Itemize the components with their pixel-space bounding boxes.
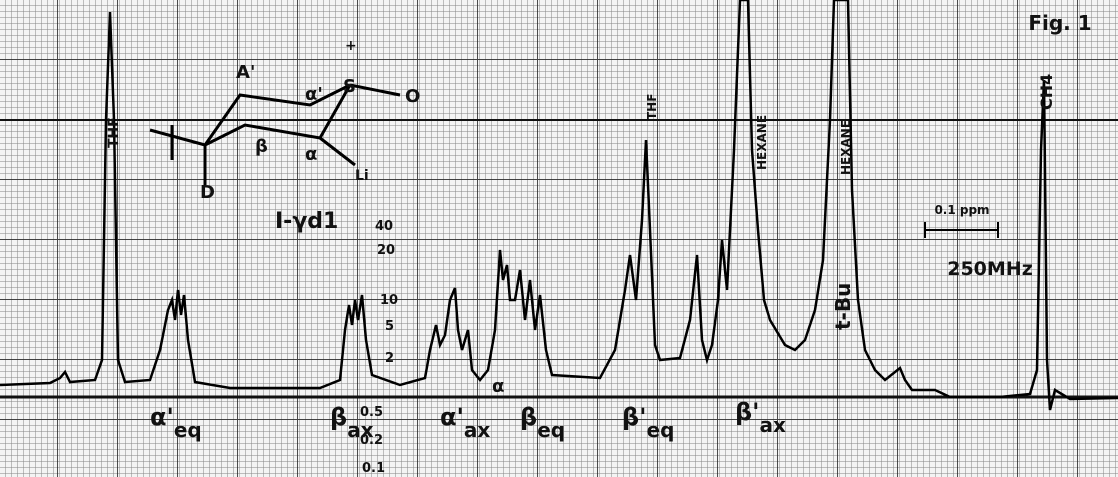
gain-value: 0.1 [362,461,385,476]
atom-label: α [305,144,317,165]
peak-label: HEXANE [839,120,853,175]
scale-bar-label: 0.1 ppm [934,203,989,217]
compound-label: I-γd1 [275,209,338,234]
atom-label: α' [305,84,323,105]
peak-label: THF [106,117,122,148]
gain-value: 0.5 [360,405,383,420]
field-label: 250MHz [947,258,1033,280]
atom-label: β [255,136,268,157]
peak-label: THF [645,94,659,120]
gain-value: 2 [385,351,394,366]
gain-value: 40 [375,219,393,234]
gain-value: 0.2 [360,433,383,448]
peak-label: HEXANE [755,115,769,170]
assignment: α [492,376,504,397]
atom-label: Li [355,168,369,184]
atom-label: S [343,76,356,97]
peak-label: t-Bu [831,283,855,330]
figure-title: Fig. 1 [1028,11,1091,35]
atom-label: + [345,38,357,54]
gain-value: 10 [380,293,398,308]
atom-label: O [405,86,420,107]
atom-label: A' [236,62,255,83]
atom-label: D [200,182,215,203]
gain-value: 20 [377,243,395,258]
spectrum-figure: Fig. 1 250MHz 0.1 ppm THF THF HEXANE HEX… [0,0,1118,477]
peak-label: CH4 [1037,74,1056,110]
gain-value: 5 [385,319,394,334]
